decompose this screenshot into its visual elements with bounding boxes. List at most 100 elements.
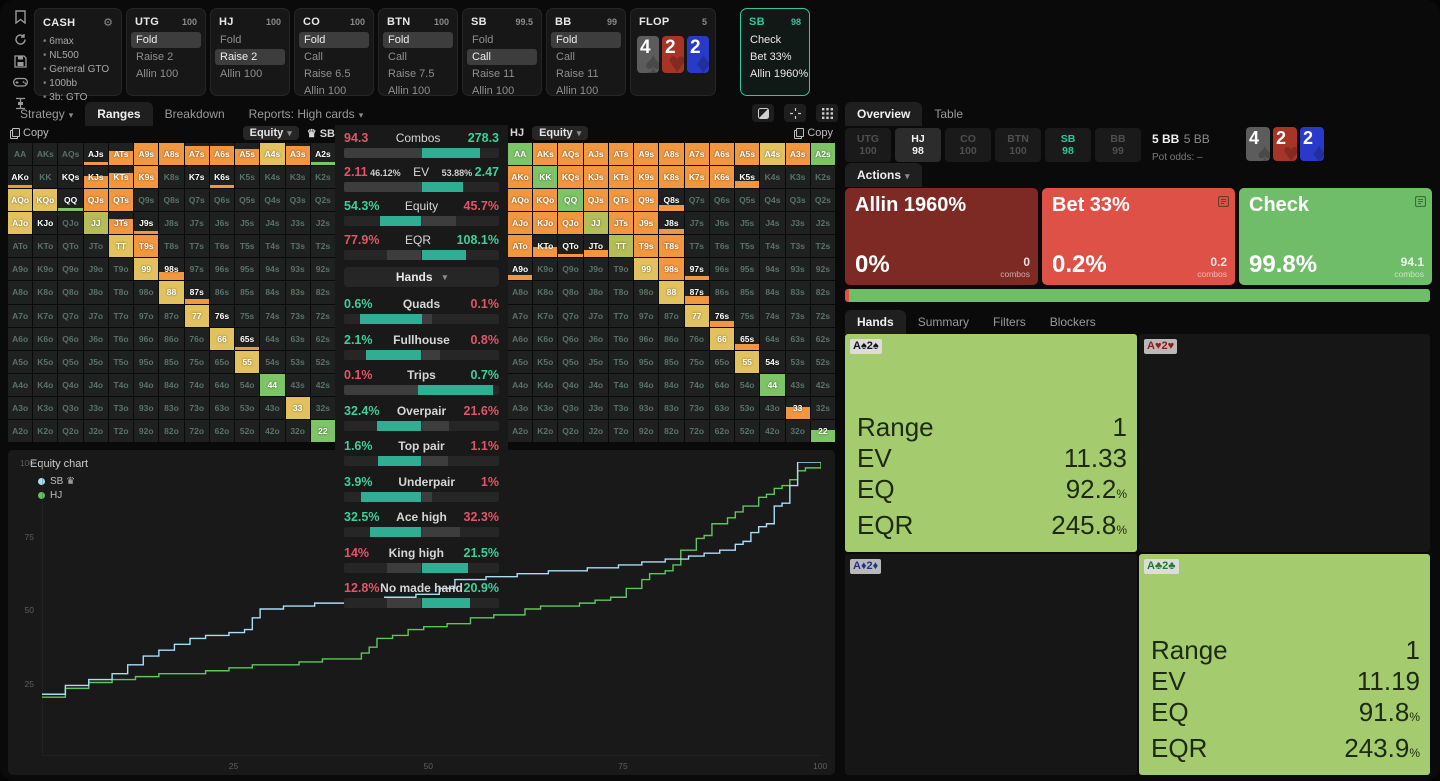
position-box-bb[interactable]: BB 99 Fold Call Raise 11 Allin 100	[546, 8, 626, 97]
hand-cell[interactable]: TT	[608, 235, 634, 258]
hand-cell[interactable]: T7o	[608, 304, 634, 327]
hand-cell[interactable]: Q8o	[58, 281, 83, 304]
hero-action-row[interactable]: Bet 33%	[750, 51, 792, 63]
position-box-sb[interactable]: SB 99.5 Fold Call Raise 11 Allin 100	[462, 8, 542, 97]
hand-cell[interactable]: 95s	[235, 258, 260, 281]
hand-cell[interactable]: 87s	[684, 281, 709, 304]
grid-icon[interactable]	[816, 104, 838, 122]
hand-cell[interactable]: T3o	[608, 396, 634, 419]
hand-cell[interactable]: Q5o	[58, 350, 83, 373]
hand-cell[interactable]: 65o	[209, 350, 235, 373]
copy-button[interactable]: Copy	[794, 127, 833, 139]
hand-cell[interactable]: K9o	[33, 258, 58, 281]
metric-dropdown[interactable]: Equity ▾	[532, 126, 589, 140]
action-row[interactable]: Raise 2	[215, 49, 285, 65]
tab-overview[interactable]: Overview	[845, 102, 923, 126]
tab-actions[interactable]: Actions ▾	[845, 163, 922, 187]
hand-cell[interactable]: 64s	[260, 327, 285, 350]
hand-cell[interactable]: T6s	[709, 235, 735, 258]
hand-cell[interactable]: Q4o	[58, 373, 83, 396]
hand-cell[interactable]: 64o	[709, 373, 735, 396]
hand-cell[interactable]: 33	[285, 396, 310, 419]
hand-cell[interactable]: J5o	[83, 350, 108, 373]
hand-cell[interactable]: T5s	[235, 235, 260, 258]
hand-card-diamond[interactable]: A♦2♦	[845, 554, 1137, 775]
hand-cell[interactable]: 73o	[184, 396, 209, 419]
hand-cell[interactable]: J4o	[83, 373, 108, 396]
hand-cell[interactable]: A2s	[310, 143, 335, 166]
hand-cell[interactable]: 99	[134, 258, 159, 281]
hand-cell[interactable]: J3s	[785, 212, 810, 235]
hand-cell[interactable]: T4o	[108, 373, 134, 396]
hand-cell[interactable]: J9s	[634, 212, 659, 235]
hand-cell[interactable]: 85o	[159, 350, 184, 373]
hand-cell[interactable]: 72s	[310, 304, 335, 327]
hand-cell[interactable]: 87o	[159, 304, 184, 327]
hand-cell[interactable]: T8o	[608, 281, 634, 304]
hand-cell[interactable]: 98s	[659, 258, 684, 281]
hand-cell[interactable]: K3s	[785, 166, 810, 189]
hand-cell[interactable]: 83o	[659, 396, 684, 419]
hand-cell[interactable]: A7o	[508, 304, 533, 327]
hand-cell[interactable]: J5s	[735, 212, 760, 235]
hand-cell[interactable]: 94s	[260, 258, 285, 281]
hand-cell[interactable]: 53o	[735, 396, 760, 419]
action-box-allin-1960-[interactable]: Allin 1960% 0% 0 combos	[845, 188, 1038, 285]
hand-cell[interactable]: 96o	[134, 327, 159, 350]
hand-cell[interactable]: K2o	[33, 419, 58, 442]
hand-cell[interactable]: 53s	[285, 350, 310, 373]
hand-card-heart[interactable]: A♥2♥	[1139, 334, 1430, 552]
action-row[interactable]: Fold	[299, 32, 369, 48]
hand-cell[interactable]: TT	[108, 235, 134, 258]
hand-cell[interactable]: 66	[709, 327, 735, 350]
hand-cell[interactable]: A9o	[508, 258, 533, 281]
hand-cell[interactable]: J3s	[285, 212, 310, 235]
hand-cell[interactable]: J9o	[583, 258, 608, 281]
action-row[interactable]: Call	[467, 49, 537, 65]
hand-cell[interactable]: T6s	[209, 235, 235, 258]
hand-cell[interactable]: 82s	[810, 281, 835, 304]
hand-cell[interactable]: 82o	[159, 419, 184, 442]
hand-cell[interactable]: 93s	[785, 258, 810, 281]
hand-cell[interactable]: 83o	[159, 396, 184, 419]
hand-cell[interactable]: KJo	[533, 212, 558, 235]
hand-cell[interactable]: Q8s	[159, 189, 184, 212]
hand-cell[interactable]: 76o	[684, 327, 709, 350]
hand-cell[interactable]: 84s	[760, 281, 785, 304]
history-icon[interactable]	[14, 33, 27, 46]
hand-cell[interactable]: 53s	[785, 350, 810, 373]
hand-cell[interactable]: 65s	[735, 327, 760, 350]
hand-cell[interactable]: 62s	[810, 327, 835, 350]
hand-cell[interactable]: K4o	[533, 373, 558, 396]
hand-cell[interactable]: 75s	[235, 304, 260, 327]
hand-cell[interactable]: J7s	[684, 212, 709, 235]
hand-cell[interactable]: A8s	[159, 143, 184, 166]
hand-cell[interactable]: QTs	[608, 189, 634, 212]
hand-cell[interactable]: 73o	[684, 396, 709, 419]
action-row[interactable]: Allin 100	[136, 68, 179, 80]
hand-cell[interactable]: A2o	[508, 419, 533, 442]
hand-cell[interactable]: A6o	[508, 327, 533, 350]
hand-cell[interactable]: K5o	[533, 350, 558, 373]
hand-cell[interactable]: 92s	[310, 258, 335, 281]
hand-cell[interactable]: J5o	[583, 350, 608, 373]
hand-cell[interactable]: 97s	[184, 258, 209, 281]
action-row[interactable]: Raise 11	[472, 68, 515, 80]
hand-cell[interactable]: J6o	[83, 327, 108, 350]
hand-cell[interactable]: 55	[235, 350, 260, 373]
hand-cell[interactable]: QTs	[108, 189, 134, 212]
hand-cell[interactable]: Q3s	[285, 189, 310, 212]
hand-cell[interactable]: Q4s	[760, 189, 785, 212]
hand-cell[interactable]: 43s	[285, 373, 310, 396]
hand-cell[interactable]: 94o	[634, 373, 659, 396]
position-chip-utg[interactable]: UTG 100	[845, 128, 891, 162]
hand-cell[interactable]: KJs	[83, 166, 108, 189]
hand-cell[interactable]: Q5s	[235, 189, 260, 212]
hand-cell[interactable]: 42s	[810, 373, 835, 396]
hand-cell[interactable]: K3o	[33, 396, 58, 419]
hand-cell[interactable]: A8s	[659, 143, 684, 166]
hand-cell[interactable]: A4o	[508, 373, 533, 396]
hand-cell[interactable]: AKo	[8, 166, 33, 189]
hand-cell[interactable]: KQo	[33, 189, 58, 212]
hand-cell[interactable]: K5s	[235, 166, 260, 189]
